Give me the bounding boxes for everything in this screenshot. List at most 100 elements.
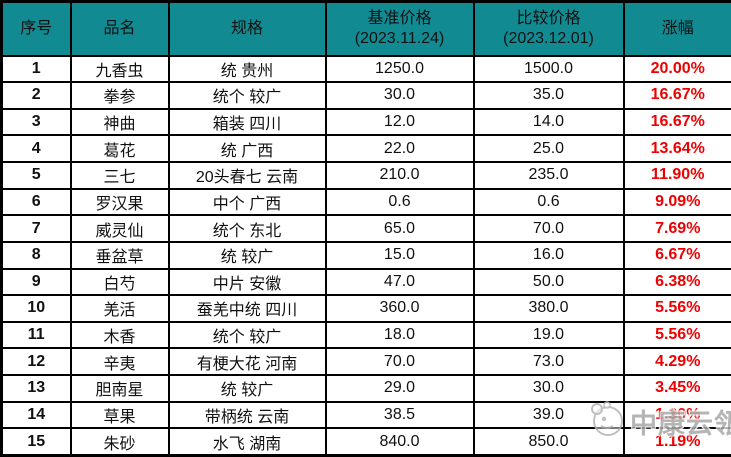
change-percent: 4.29% — [622, 347, 731, 376]
change-percent: 1.19% — [622, 427, 731, 457]
product-name: 罗汉果 — [69, 187, 170, 217]
compare-price: 850.0 — [472, 427, 625, 457]
product-spec: 统 较广 — [167, 240, 327, 270]
change-percent: 16.67% — [622, 107, 731, 137]
table-row: 1 九香虫 统 贵州 1250.0 1500.0 20.00% — [0, 54, 731, 84]
row-number: 9 — [0, 267, 72, 297]
compare-price: 380.0 — [472, 294, 625, 323]
base-price: 29.0 — [324, 374, 475, 403]
compare-price: 0.6 — [472, 187, 625, 217]
base-price: 47.0 — [324, 267, 475, 297]
col-header-change: 涨幅 — [622, 0, 731, 57]
compare-price: 14.0 — [472, 107, 625, 137]
compare-price: 1500.0 — [472, 54, 625, 84]
change-percent: 7.69% — [622, 214, 731, 243]
compare-price: 25.0 — [472, 134, 625, 163]
col-header-base-price-label: 基准价格 — [367, 9, 432, 27]
product-name: 神曲 — [69, 107, 170, 137]
row-number: 11 — [0, 320, 72, 350]
base-price: 1250.0 — [324, 54, 475, 84]
col-header-base-price-date: (2023.11.24) — [354, 29, 445, 47]
col-header-base-price: 基准价格 (2023.11.24) — [324, 0, 475, 57]
row-number: 5 — [0, 161, 72, 190]
change-percent: 6.38% — [622, 267, 731, 297]
change-percent: 20.00% — [622, 54, 731, 84]
table-row: 8 垂盆草 统 较广 15.0 16.0 6.67% — [0, 240, 731, 270]
row-number: 3 — [0, 107, 72, 137]
product-name: 羌活 — [69, 294, 170, 323]
base-price: 840.0 — [324, 427, 475, 457]
table-body: 1 九香虫 统 贵州 1250.0 1500.0 20.00% 2 拳参 统个 … — [0, 54, 731, 457]
row-number: 2 — [0, 81, 72, 110]
product-spec: 中片 安徽 — [167, 267, 327, 297]
change-percent: 6.67% — [622, 240, 731, 270]
compare-price: 70.0 — [472, 214, 625, 243]
table-row: 12 辛夷 有梗大花 河南 70.0 73.0 4.29% — [0, 347, 731, 376]
row-number: 13 — [0, 374, 72, 403]
product-name: 朱砂 — [69, 427, 170, 457]
product-name: 九香虫 — [69, 54, 170, 84]
table-row: 4 葛花 统 广西 22.0 25.0 13.64% — [0, 134, 731, 163]
base-price: 30.0 — [324, 81, 475, 110]
table-row: 3 神曲 箱装 四川 12.0 14.0 16.67% — [0, 107, 731, 137]
product-spec: 统个 较广 — [167, 320, 327, 350]
product-name: 木香 — [69, 320, 170, 350]
col-header-compare-price: 比较价格 (2023.12.01) — [472, 0, 625, 57]
table-row: 5 三七 20头春七 云南 210.0 235.0 11.90% — [0, 161, 731, 190]
base-price: 38.5 — [324, 400, 475, 430]
col-header-no: 序号 — [0, 0, 72, 57]
row-number: 8 — [0, 240, 72, 270]
compare-price: 35.0 — [472, 81, 625, 110]
col-header-change-label: 涨幅 — [661, 19, 694, 37]
col-header-name: 品名 — [69, 0, 170, 57]
base-price: 22.0 — [324, 134, 475, 163]
product-name: 胆南星 — [69, 374, 170, 403]
base-price: 210.0 — [324, 161, 475, 190]
table-row: 7 威灵仙 统个 东北 65.0 70.0 7.69% — [0, 214, 731, 243]
table-row: 10 羌活 蚕羌中统 四川 360.0 380.0 5.56% — [0, 294, 731, 323]
row-number: 15 — [0, 427, 72, 457]
product-spec: 统个 较广 — [167, 81, 327, 110]
table-row: 15 朱砂 水飞 湖南 840.0 850.0 1.19% — [0, 427, 731, 457]
row-number: 10 — [0, 294, 72, 323]
base-price: 70.0 — [324, 347, 475, 376]
product-spec: 水飞 湖南 — [167, 427, 327, 457]
product-spec: 带柄统 云南 — [167, 400, 327, 430]
base-price: 15.0 — [324, 240, 475, 270]
product-spec: 统 较广 — [167, 374, 327, 403]
base-price: 360.0 — [324, 294, 475, 323]
col-header-no-label: 序号 — [20, 19, 53, 37]
header-row: 序号 品名 规格 基准价格 (2023.11.24) 比较价格 (2023.12… — [0, 0, 731, 57]
table-row: 9 白芍 中片 安徽 47.0 50.0 6.38% — [0, 267, 731, 297]
product-name: 威灵仙 — [69, 214, 170, 243]
change-percent: 5.56% — [622, 320, 731, 350]
product-name: 葛花 — [69, 134, 170, 163]
col-header-compare-price-label: 比较价格 — [516, 9, 581, 27]
row-number: 4 — [0, 134, 72, 163]
compare-price: 30.0 — [472, 374, 625, 403]
product-name: 辛夷 — [69, 347, 170, 376]
table-row: 6 罗汉果 中个 广西 0.6 0.6 9.09% — [0, 187, 731, 217]
product-name: 拳参 — [69, 81, 170, 110]
change-percent: 3.45% — [622, 374, 731, 403]
product-spec: 统个 东北 — [167, 214, 327, 243]
row-number: 12 — [0, 347, 72, 376]
product-spec: 统 广西 — [167, 134, 327, 163]
table-row: 14 草果 带柄统 云南 38.5 39.0 1.30% — [0, 400, 731, 430]
col-header-spec-label: 规格 — [230, 19, 263, 37]
base-price: 12.0 — [324, 107, 475, 137]
change-percent: 9.09% — [622, 187, 731, 217]
compare-price: 50.0 — [472, 267, 625, 297]
change-percent: 16.67% — [622, 81, 731, 110]
base-price: 65.0 — [324, 214, 475, 243]
table-row: 11 木香 统个 较广 18.0 19.0 5.56% — [0, 320, 731, 350]
product-name: 垂盆草 — [69, 240, 170, 270]
change-percent: 5.56% — [622, 294, 731, 323]
row-number: 6 — [0, 187, 72, 217]
change-percent: 11.90% — [622, 161, 731, 190]
product-name: 白芍 — [69, 267, 170, 297]
product-spec: 箱装 四川 — [167, 107, 327, 137]
compare-price: 39.0 — [472, 400, 625, 430]
base-price: 0.6 — [324, 187, 475, 217]
